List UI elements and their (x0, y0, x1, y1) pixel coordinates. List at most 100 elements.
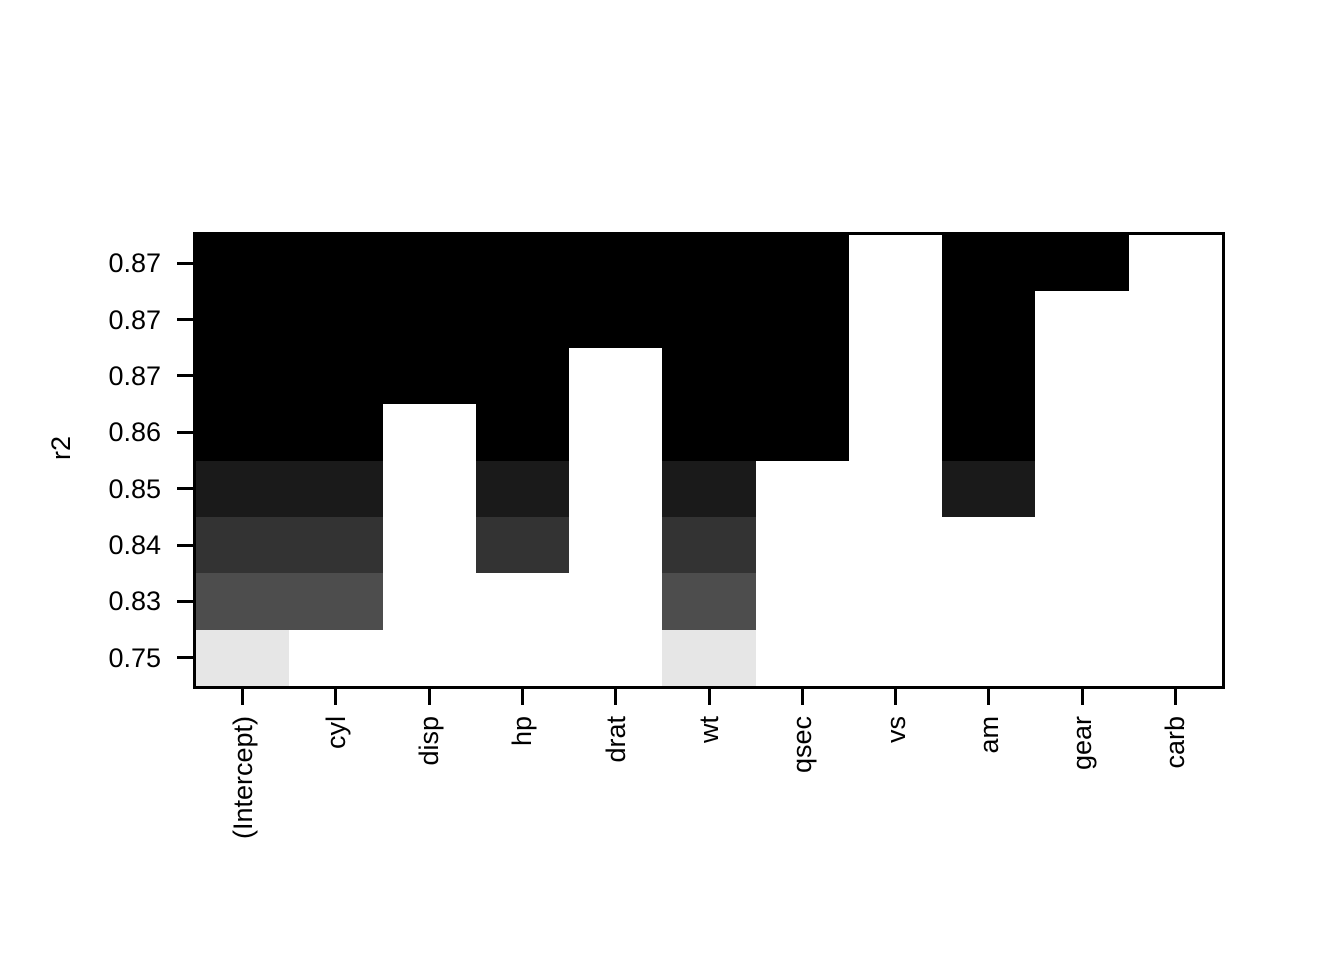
heatmap-cell-cyl-0.86 (289, 404, 383, 461)
heatmap-cell-wt-0.75 (662, 629, 756, 686)
y-axis-tick (177, 374, 193, 378)
x-axis-tick (427, 689, 431, 705)
x-axis-tick (987, 689, 991, 705)
heatmap-cell-drat-0.75 (569, 629, 663, 686)
heatmap-cell-vs-0.87 (848, 347, 943, 405)
heatmap-cell-gear-0.85 (1035, 460, 1129, 517)
heatmap-cell-gear-0.87 (1035, 291, 1129, 348)
heatmap-cell-hp-0.84 (475, 516, 570, 574)
heatmap-cell-cyl-0.87 (289, 235, 383, 292)
heatmap-cell-disp-0.84 (382, 516, 476, 574)
x-axis-tick (520, 689, 524, 705)
heatmap-cell-hp-0.85 (475, 460, 570, 517)
x-axis-tick (1173, 689, 1177, 705)
x-tick-label-drat: drat (600, 716, 631, 763)
heatmap-cell-gear-0.83 (1035, 573, 1129, 630)
plot-area (193, 232, 1225, 689)
x-axis-tick (894, 689, 898, 705)
heatmap-cell-qsec-0.84 (755, 516, 849, 574)
y-tick-label: 0.83 (108, 586, 161, 617)
heatmap-cell-cyl-0.85 (289, 460, 383, 517)
heatmap-cell-am-0.85 (942, 460, 1036, 517)
heatmap-cell-qsec-0.87 (755, 291, 849, 348)
y-axis-tick (177, 599, 193, 603)
heatmap-cell-drat-0.87 (569, 235, 663, 292)
heatmap-cell-am-0.87 (942, 291, 1036, 348)
heatmap-cell-hp-0.87 (475, 235, 570, 292)
x-tick-label-wt: wt (694, 716, 724, 743)
x-tick-label-gear: gear (1067, 716, 1098, 771)
heatmap-cell-(Intercept)-0.87 (196, 235, 290, 292)
y-axis-tick (177, 430, 193, 434)
y-axis-tick (177, 543, 193, 547)
heatmap-cell-cyl-0.75 (289, 629, 383, 686)
heatmap-cell-disp-0.83 (382, 573, 476, 630)
heatmap-cell-carb-0.85 (1128, 460, 1222, 517)
heatmap-cell-gear-0.87 (1035, 235, 1129, 292)
heatmap-cell-qsec-0.85 (755, 460, 849, 517)
heatmap-cell-am-0.75 (942, 629, 1036, 686)
heatmap-cell-carb-0.87 (1128, 347, 1222, 405)
heatmap-cell-carb-0.84 (1128, 516, 1222, 574)
heatmap-cell-(Intercept)-0.87 (196, 291, 290, 348)
heatmap-cell-drat-0.85 (569, 460, 663, 517)
x-tick-label-am: am (973, 716, 1004, 754)
x-tick-label-qsec: qsec (787, 716, 818, 774)
heatmap-cell-hp-0.86 (475, 404, 570, 461)
heatmap-cell-vs-0.87 (848, 291, 943, 348)
heatmap-cell-disp-0.75 (382, 629, 476, 686)
y-tick-label: 0.85 (108, 473, 161, 504)
y-tick-label: 0.87 (108, 304, 161, 335)
heatmap-cell-vs-0.75 (848, 629, 943, 686)
heatmap-cell-gear-0.84 (1035, 516, 1129, 574)
heatmap-cell-hp-0.75 (475, 629, 570, 686)
heatmap-cell-cyl-0.87 (289, 291, 383, 348)
heatmap-cell-drat-0.83 (569, 573, 663, 630)
heatmap-cell-wt-0.87 (662, 291, 756, 348)
heatmap-cell-am-0.84 (942, 516, 1036, 574)
heatmap-grid (196, 235, 1222, 686)
heatmap-cell-(Intercept)-0.86 (196, 404, 290, 461)
x-axis-tick (707, 689, 711, 705)
x-tick-label-disp: disp (414, 716, 445, 766)
heatmap-cell-drat-0.87 (569, 347, 663, 405)
heatmap-cell-carb-0.86 (1128, 404, 1222, 461)
heatmap-cell-qsec-0.87 (755, 235, 849, 292)
x-axis-tick (241, 689, 245, 705)
heatmap-cell-gear-0.75 (1035, 629, 1129, 686)
heatmap-cell-wt-0.85 (662, 460, 756, 517)
y-tick-label: 0.75 (108, 642, 161, 673)
y-axis-tick (177, 261, 193, 265)
x-axis-tick (800, 689, 804, 705)
heatmap-cell-am-0.87 (942, 235, 1036, 292)
heatmap-cell-am-0.87 (942, 347, 1036, 405)
heatmap-cell-disp-0.87 (382, 347, 476, 405)
heatmap-cell-qsec-0.86 (755, 404, 849, 461)
heatmap-cell-drat-0.87 (569, 291, 663, 348)
heatmap-cell-(Intercept)-0.83 (196, 573, 290, 630)
x-axis-tick (1080, 689, 1084, 705)
y-tick-label: 0.87 (108, 360, 161, 391)
heatmap-cell-wt-0.87 (662, 235, 756, 292)
heatmap-cell-cyl-0.87 (289, 347, 383, 405)
heatmap-cell-gear-0.86 (1035, 404, 1129, 461)
y-tick-label: 0.86 (108, 417, 161, 448)
heatmap-cell-carb-0.87 (1128, 235, 1222, 292)
x-tick-label-(Intercept): (Intercept) (227, 716, 258, 840)
heatmap-cell-qsec-0.83 (755, 573, 849, 630)
heatmap-cell-hp-0.87 (475, 347, 570, 405)
heatmap-cell-wt-0.87 (662, 347, 756, 405)
y-axis-tick (177, 318, 193, 322)
heatmap-cell-carb-0.83 (1128, 573, 1222, 630)
heatmap-cell-vs-0.87 (848, 235, 943, 292)
heatmap-cell-vs-0.83 (848, 573, 943, 630)
x-axis-tick (614, 689, 618, 705)
heatmap-cell-drat-0.84 (569, 516, 663, 574)
heatmap-cell-wt-0.86 (662, 404, 756, 461)
y-axis-tick (177, 656, 193, 660)
heatmap-cell-am-0.83 (942, 573, 1036, 630)
heatmap-cell-hp-0.87 (475, 291, 570, 348)
heatmap-cell-(Intercept)-0.85 (196, 460, 290, 517)
heatmap-cell-vs-0.85 (848, 460, 943, 517)
heatmap-cell-vs-0.84 (848, 516, 943, 574)
